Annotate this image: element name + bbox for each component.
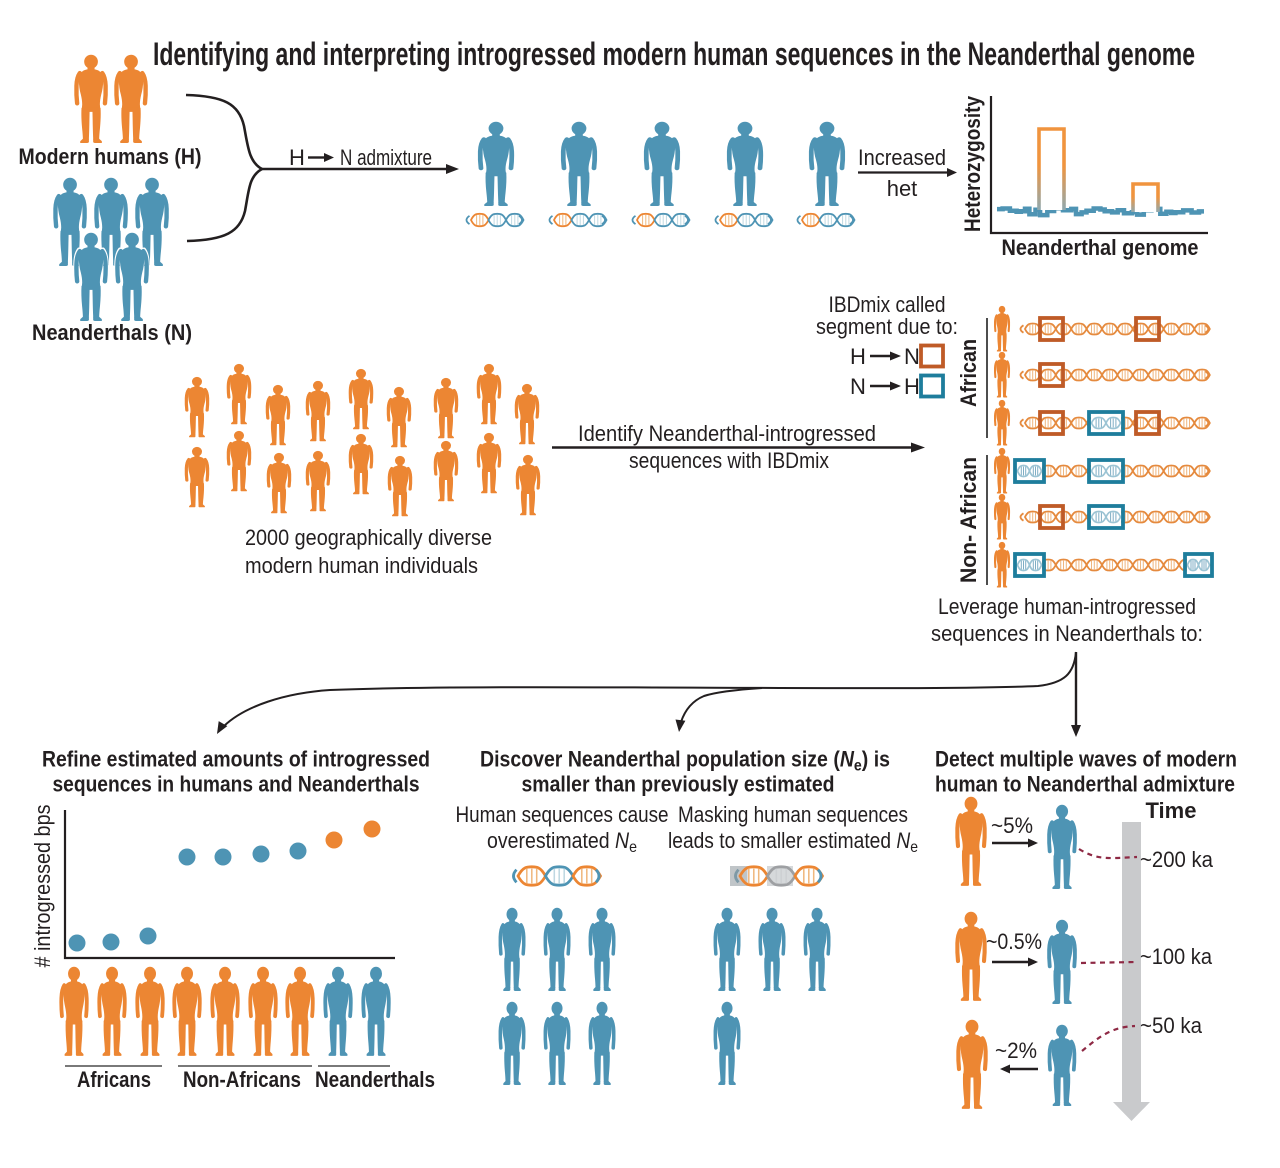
svg-text:N: N	[904, 344, 920, 369]
svg-text:Africans: Africans	[77, 1067, 151, 1092]
svg-text:sequences in Neanderthals to:: sequences in Neanderthals to:	[931, 621, 1203, 646]
svg-text:human to Neanderthal admixture: human to Neanderthal admixture	[935, 772, 1235, 797]
svg-text:Neanderthals (N): Neanderthals (N)	[32, 320, 192, 345]
svg-text:leads to smaller estimated Ne: leads to smaller estimated Ne	[668, 828, 918, 856]
svg-text:het: het	[887, 176, 918, 201]
svg-text:~2%: ~2%	[995, 1038, 1037, 1063]
svg-text:Heterozygosity: Heterozygosity	[960, 95, 985, 232]
svg-text:smaller than previously estima: smaller than previously estimated	[522, 772, 835, 797]
svg-text:H: H	[850, 344, 866, 369]
svg-text:N: N	[850, 374, 866, 399]
svg-text:Identifying and interpreting i: Identifying and interpreting introgresse…	[153, 36, 1195, 72]
svg-text:Human sequences cause: Human sequences cause	[456, 802, 669, 827]
svg-text:~5%: ~5%	[991, 813, 1033, 838]
svg-text:Detect multiple waves of moder: Detect multiple waves of modern	[935, 747, 1237, 772]
svg-text:~100 ka: ~100 ka	[1140, 944, 1213, 969]
svg-text:segment due to:: segment due to:	[816, 314, 958, 339]
svg-text:sequences with IBDmix: sequences with IBDmix	[629, 448, 829, 473]
svg-text:~50 ka: ~50 ka	[1140, 1013, 1203, 1038]
svg-text:# introgressed bps: # introgressed bps	[30, 805, 55, 968]
svg-text:H: H	[904, 374, 920, 399]
svg-text:Increased: Increased	[858, 145, 946, 170]
svg-text:Discover Neanderthal populatio: Discover Neanderthal population size (Ne…	[480, 747, 890, 775]
svg-text:Modern humans (H): Modern humans (H)	[19, 144, 202, 169]
svg-text:African: African	[956, 339, 981, 407]
svg-text:N admixture: N admixture	[340, 145, 432, 170]
svg-text:sequences in humans and Neande: sequences in humans and Neanderthals	[53, 772, 420, 797]
svg-text:IBDmix called: IBDmix called	[829, 292, 946, 317]
svg-text:H: H	[289, 145, 305, 170]
svg-text:Neanderthal genome: Neanderthal genome	[1002, 235, 1199, 260]
svg-text:~0.5%: ~0.5%	[986, 929, 1042, 954]
svg-text:~200 ka: ~200 ka	[1140, 847, 1214, 872]
svg-text:modern human individuals: modern human individuals	[245, 553, 478, 578]
svg-text:overestimated Ne: overestimated Ne	[487, 828, 637, 856]
svg-text:Non-Africans: Non-Africans	[183, 1067, 301, 1092]
svg-text:2000 geographically diverse: 2000 geographically diverse	[245, 525, 492, 550]
svg-text:Leverage human-introgressed: Leverage human-introgressed	[938, 594, 1196, 619]
svg-text:Identify Neanderthal-introgres: Identify Neanderthal-introgressed	[578, 421, 876, 446]
svg-text:Non- African: Non- African	[956, 457, 981, 583]
svg-text:Masking human sequences: Masking human sequences	[678, 802, 908, 827]
svg-text:Neanderthals: Neanderthals	[315, 1067, 435, 1092]
svg-text:Refine estimated amounts of in: Refine estimated amounts of introgressed	[42, 747, 430, 772]
svg-text:Time: Time	[1146, 798, 1197, 823]
